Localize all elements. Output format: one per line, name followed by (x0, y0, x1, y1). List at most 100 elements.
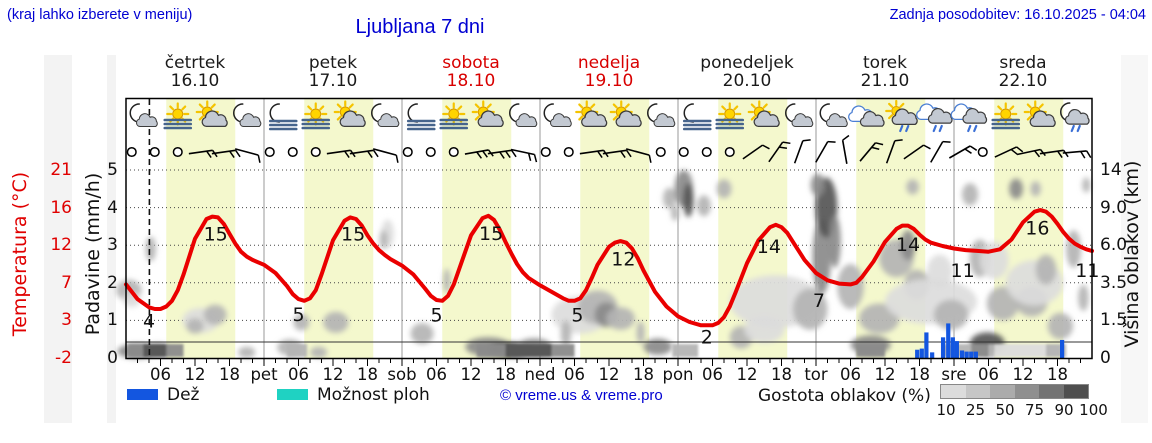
cloud-blob (1082, 177, 1091, 193)
cloud-blob (238, 346, 256, 358)
sun-ray (733, 105, 739, 111)
sun-ray (319, 105, 325, 111)
wind-barb-icon (859, 142, 884, 162)
sun-ray (750, 115, 756, 121)
cloud-blob (793, 288, 828, 330)
cloud-density-scale (940, 384, 1089, 399)
sun-ray (474, 115, 480, 121)
sun-ray (348, 103, 354, 109)
rain-bar (959, 350, 965, 358)
time-label: 06 (150, 365, 171, 384)
last-update: Zadnja posodobitev: 16.10.2025 - 04:04 (889, 7, 1146, 23)
rain-bar (940, 337, 946, 358)
precip-tick: 1 (107, 310, 118, 331)
cloud-glyph (550, 113, 572, 128)
day-header: sreda 22.10 (958, 54, 1088, 90)
wind-barb-icon (948, 145, 978, 159)
wind-barb-icon (885, 139, 903, 164)
temperature-value-label: 16 (1025, 217, 1049, 239)
moon-glyph (269, 103, 280, 123)
temp-tick: 12 (50, 235, 72, 256)
temp-tick: 16 (50, 197, 72, 218)
wind-barb-icon (510, 148, 538, 163)
sun-fog-icon (163, 102, 193, 130)
cloud-height-tick: 14 (1100, 160, 1122, 180)
density-scale-tick: 100 (1079, 401, 1108, 419)
cloud-blob (906, 179, 919, 195)
day-date: 20.10 (722, 71, 772, 91)
time-label: 18 (771, 365, 792, 384)
time-label: 18 (1047, 365, 1068, 384)
time-label: pon (662, 365, 694, 384)
rain-bar (964, 351, 969, 358)
sun-fog-icon (991, 102, 1021, 130)
cloud-blob (683, 183, 694, 217)
wind-barb-icon (1062, 150, 1092, 159)
sun-cloud-icon (195, 100, 228, 128)
sun-disc (724, 108, 736, 120)
wind-calm-icon (701, 146, 712, 158)
moon-fog-icon (268, 103, 298, 131)
cloud-glyph (753, 110, 780, 128)
wind-barb-icon (793, 139, 811, 164)
sun-disc (448, 108, 460, 120)
time-label: 12 (322, 365, 344, 384)
wind-barb-icon (841, 134, 850, 164)
sun-cloud-icon (747, 100, 780, 128)
sun-fog-icon (301, 102, 331, 130)
time-label: 06 (288, 365, 309, 384)
temperature-value-label: 15 (479, 223, 503, 245)
wind-barb-icon (742, 144, 770, 160)
time-label: 06 (702, 365, 723, 384)
rain-bar (915, 349, 920, 358)
day-name: nedelja (577, 53, 641, 73)
time-label: sob (387, 365, 417, 384)
time-label: 18 (495, 365, 516, 384)
drizzle-marks (938, 124, 943, 133)
moon-cloud-icon (543, 103, 572, 128)
temperature-value-label: 11 (951, 260, 975, 282)
credit-link[interactable]: © vreme.us & vreme.pro (500, 387, 663, 404)
cloud-glyph (477, 110, 504, 128)
moon-glyph (683, 103, 694, 123)
wind-barb-icon (768, 141, 791, 163)
cloud-blob (636, 321, 645, 344)
time-label: 18 (909, 365, 930, 384)
sun-ray (578, 115, 584, 121)
drizzle-marks (1076, 124, 1081, 133)
cloud-blob (829, 215, 841, 268)
cloud-blob (933, 299, 969, 330)
density-scale-segment (941, 385, 966, 398)
low-cloud-strip (127, 344, 1067, 357)
wind-barb-icon (211, 149, 241, 159)
wind-calm-icon (448, 146, 459, 158)
sun-ray (486, 103, 492, 109)
cloud-glyph (891, 108, 918, 126)
drizzle-marks (967, 124, 972, 133)
time-label: 06 (978, 365, 999, 384)
cloud-glyph (201, 110, 228, 128)
sun-ray (578, 103, 584, 109)
temperature-value-label: 7 (813, 290, 825, 312)
density-scale-segment (1063, 385, 1088, 398)
wind-barb-icon (602, 149, 632, 159)
drizzle-marks (1070, 124, 1075, 133)
cloud-glyph (791, 113, 814, 128)
sun-ray (181, 105, 187, 111)
cloud-blob (671, 205, 680, 221)
wind-calm-icon (563, 146, 574, 158)
cloud-blob (145, 236, 156, 262)
day-date: 19.10 (584, 71, 634, 91)
bg-strip-left (44, 55, 72, 423)
temperature-value-label: 11 (1075, 260, 1099, 282)
cloud-blob (443, 268, 451, 294)
rain-legend-swatch (127, 389, 158, 400)
cloud-height-tick: 6.0 (1100, 235, 1128, 256)
sun-cloud-icon (333, 100, 366, 128)
sun-disc (1000, 108, 1012, 120)
sun-ray (899, 102, 905, 108)
sun-ray (888, 102, 894, 108)
cloud-glyph (962, 107, 988, 124)
day-name: četrtek (164, 53, 226, 73)
cloud-blob (379, 230, 388, 249)
